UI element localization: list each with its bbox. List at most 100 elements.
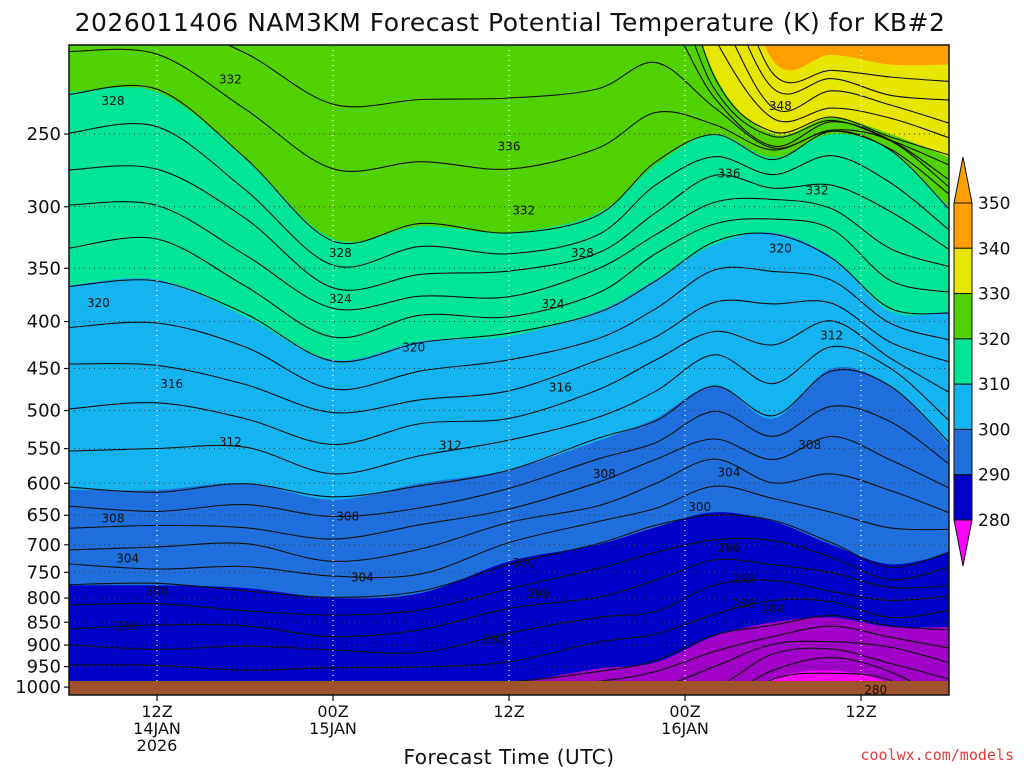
x-tick-label: 00Z bbox=[317, 702, 348, 721]
contour-308 bbox=[69, 405, 949, 518]
x-tick-label: 00Z bbox=[669, 702, 700, 721]
contour-label: 288 bbox=[732, 597, 755, 611]
y-tick-label: 600 bbox=[27, 473, 61, 494]
colorbar-segment-320 bbox=[953, 293, 973, 340]
contour-label: 308 bbox=[798, 438, 821, 452]
contour-label: 316 bbox=[160, 377, 183, 391]
colorbar-label: 310 bbox=[978, 375, 1010, 395]
y-tick-label: 400 bbox=[27, 312, 61, 333]
contour-label: 296 bbox=[527, 587, 550, 601]
colorbar-label: 350 bbox=[978, 194, 1010, 214]
colorbar: 280 290 300 310 320 330 340 350 bbox=[953, 156, 1010, 567]
x-tick-label: 15JAN bbox=[309, 719, 357, 738]
colorbar-under bbox=[953, 519, 973, 567]
x-tick-label: 12Z bbox=[845, 702, 876, 721]
y-tick-label: 250 bbox=[27, 124, 61, 145]
contour-282 bbox=[727, 657, 938, 695]
colorbar-label: 320 bbox=[978, 330, 1010, 350]
x-axis-label: Forecast Time (UTC) bbox=[403, 745, 614, 768]
contour-label: 320 bbox=[87, 296, 110, 310]
x-tick-label: 12Z bbox=[141, 702, 172, 721]
contour-label: 336 bbox=[498, 140, 521, 154]
contour-320 bbox=[69, 232, 949, 363]
contour-label: 304 bbox=[116, 551, 139, 565]
contour-label: 300 bbox=[512, 556, 535, 570]
contour-336 bbox=[683, 45, 949, 181]
y-tick-label: 300 bbox=[27, 197, 61, 218]
contour-label: 336 bbox=[718, 166, 741, 180]
contour-344 bbox=[734, 45, 949, 124]
contour-label: 332 bbox=[806, 183, 829, 197]
contour-326 bbox=[69, 165, 949, 291]
colorbar-label: 300 bbox=[978, 420, 1010, 440]
contour-label: 320 bbox=[402, 341, 425, 355]
credit-text: coolwx.com/models bbox=[860, 746, 1014, 764]
contour-292 bbox=[69, 598, 949, 671]
y-tick-label: 550 bbox=[27, 439, 61, 460]
y-tick-label: 700 bbox=[27, 535, 61, 556]
x-tick-label: 12Z bbox=[493, 702, 524, 721]
contour-label: 308 bbox=[336, 509, 359, 523]
contour-label: 324 bbox=[542, 297, 565, 311]
contour-label: 300 bbox=[688, 500, 711, 514]
y-tick-label: 800 bbox=[27, 588, 61, 609]
contour-300 bbox=[69, 514, 949, 598]
contour-label: 284 bbox=[762, 602, 785, 616]
contour-label: 312 bbox=[439, 439, 462, 453]
colorbar-label: 330 bbox=[978, 285, 1010, 305]
contour-328 bbox=[69, 123, 949, 268]
y-tick-label: 500 bbox=[27, 401, 61, 422]
y-tick-label: 450 bbox=[27, 359, 61, 380]
y-tick-label: 1000 bbox=[15, 677, 61, 698]
y-tick-label: 750 bbox=[27, 562, 61, 583]
colorbar-segment-300 bbox=[953, 383, 973, 430]
x-tick-label: 2026 bbox=[137, 736, 178, 755]
contour-312 bbox=[69, 345, 949, 475]
contour-label: 304 bbox=[351, 571, 374, 585]
y-tick-label: 650 bbox=[27, 505, 61, 526]
contour-labels: 328 332 336 348 336 332 332 320 328 328 320 324 324 3… bbox=[87, 72, 887, 695]
y-tick-label: 950 bbox=[27, 657, 61, 678]
contour-label: 328 bbox=[329, 246, 352, 260]
contour-280 bbox=[745, 672, 918, 695]
contour-label: 296 bbox=[116, 619, 139, 633]
colorbar-segment-280 bbox=[953, 474, 973, 521]
contour-296 bbox=[69, 558, 949, 638]
colorbar-segment-310 bbox=[953, 338, 973, 385]
contour-label: 296 bbox=[718, 541, 741, 555]
contour-label: 332 bbox=[219, 72, 242, 86]
contour-label: 308 bbox=[593, 467, 616, 481]
contour-324 bbox=[69, 197, 949, 311]
grid-lines bbox=[69, 45, 949, 695]
contour-318 bbox=[69, 266, 949, 391]
contour-label: 316 bbox=[549, 381, 572, 395]
chart-title: 2026011406 NAM3KM Forecast Potential Tem… bbox=[75, 8, 946, 37]
colorbar-segment-290 bbox=[953, 428, 973, 476]
colorbar-segment-330 bbox=[953, 247, 973, 295]
band-350 bbox=[764, 45, 949, 71]
colorbar-label: 280 bbox=[978, 511, 1010, 531]
contour-label: 348 bbox=[769, 99, 792, 113]
contour-label: 332 bbox=[512, 204, 535, 218]
colorbar-over bbox=[953, 156, 973, 204]
contour-304 bbox=[69, 458, 949, 562]
contour-338 bbox=[694, 45, 949, 166]
contour-302 bbox=[69, 485, 949, 579]
contour-298 bbox=[69, 537, 949, 616]
ground-strip bbox=[69, 681, 949, 695]
band-340 bbox=[702, 45, 949, 158]
y-axis: 2503003504004505005506006507007508008509… bbox=[15, 124, 69, 698]
contour-label: 292 bbox=[732, 572, 755, 586]
contour-label: 324 bbox=[329, 292, 352, 306]
colorbar-label: 290 bbox=[978, 466, 1010, 486]
contour-label: 312 bbox=[820, 328, 843, 342]
contour-316 bbox=[69, 299, 949, 414]
contour-340 bbox=[701, 45, 949, 156]
contour-348 bbox=[757, 45, 949, 84]
contour-label: 320 bbox=[769, 241, 792, 255]
contour-306 bbox=[69, 435, 949, 540]
contour-label: 308 bbox=[102, 511, 125, 525]
contour-label: 292 bbox=[483, 633, 506, 647]
contour-314 bbox=[69, 320, 949, 446]
contour-label: 312 bbox=[219, 435, 242, 449]
